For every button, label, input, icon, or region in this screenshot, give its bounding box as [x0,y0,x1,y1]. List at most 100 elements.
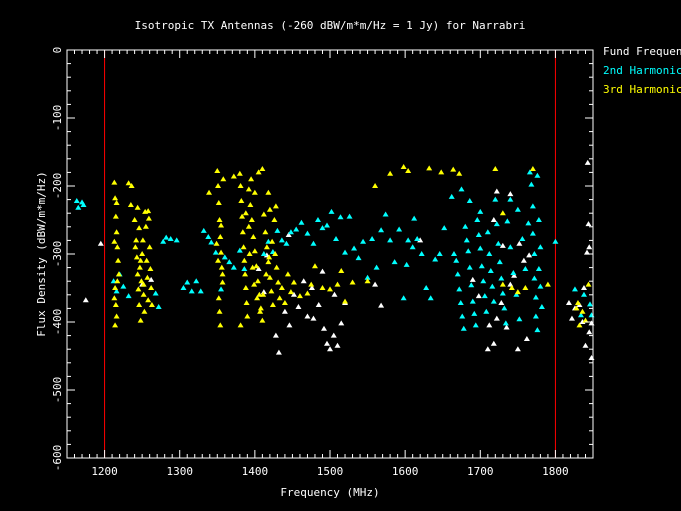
data-point [139,237,146,243]
data-point [140,291,147,297]
data-point [534,172,541,178]
data-point [275,349,282,355]
data-point [537,283,544,289]
data-point [493,315,500,321]
data-point [216,217,223,222]
data-point [248,217,255,222]
data-point [290,291,297,297]
data-point [213,240,220,246]
data-point [240,244,247,250]
data-point [588,320,595,326]
data-point [331,291,338,297]
data-point [219,279,226,285]
data-point [215,183,222,188]
data-point [579,319,586,324]
data-point [226,259,233,265]
data-point [163,234,170,240]
data-point [268,288,275,294]
data-point [364,278,371,284]
data-point [200,227,207,233]
data-point [528,181,535,187]
data-point [260,289,267,295]
x-axis-ticks: 1200 1300 1400 1500 1600 1700 1800 [66,50,594,478]
data-point [498,299,505,305]
data-point [308,281,315,287]
data-point [145,208,152,214]
data-point [579,308,586,314]
data-point [128,183,135,188]
data-point [490,340,497,346]
data-point [257,308,264,314]
data-point [468,282,475,288]
data-point [571,286,578,292]
data-point [574,299,581,305]
data-point [273,264,280,270]
data-point [272,332,279,338]
data-point [245,186,252,192]
data-point [111,179,118,185]
data-point [114,244,121,250]
data-point [113,313,120,319]
data-point [400,295,407,301]
x-tick-label: 1400 [242,465,269,478]
data-point [351,245,358,251]
data-point [239,213,246,219]
data-point [230,264,237,270]
data-point [584,159,591,165]
data-point [257,305,264,311]
data-point [133,237,140,243]
data-point [281,299,288,305]
data-point [136,225,143,231]
data-point [459,313,466,319]
data-point [259,166,266,171]
data-point [580,291,587,297]
data-point [396,226,403,232]
data-point [478,263,485,269]
data-point [266,254,273,260]
data-point [125,180,132,186]
data-point [272,251,279,256]
data-point [208,239,215,245]
data-point [293,226,300,232]
data-point [486,322,493,328]
data-point [427,295,434,301]
data-point [378,302,385,308]
y-axis-ticks: 0 -100 -200 -300 -400 -500 -600 [51,47,593,472]
data-point [580,285,587,290]
data-point [372,281,379,287]
data-point [535,217,542,222]
data-point [221,254,228,260]
y-tick-label: -600 [51,445,64,472]
data-point [414,236,421,242]
data-point [417,237,424,243]
data-point [285,231,292,237]
data-point [523,336,530,341]
data-point [502,320,509,326]
data-point [585,281,592,287]
data-point [522,265,529,271]
data-point [263,244,270,250]
data-point [218,264,225,270]
data-point [503,324,510,330]
data-point [246,251,253,256]
data-point [456,286,463,292]
data-point [262,229,269,235]
data-point [463,237,470,243]
data-point [269,302,276,307]
data-point [251,189,258,195]
data-point [391,259,398,265]
data-point [193,278,200,284]
data-point [304,313,311,319]
data-point [576,322,583,328]
legend-entry: 2nd Harmonic [603,64,681,77]
data-point [265,259,272,265]
data-point [184,279,191,285]
data-point [426,165,433,171]
data-point [286,322,293,328]
data-point [585,221,592,227]
data-point [137,317,144,323]
data-point [484,346,491,352]
data-point [218,222,225,228]
data-point [243,299,250,305]
data-points [73,159,595,361]
